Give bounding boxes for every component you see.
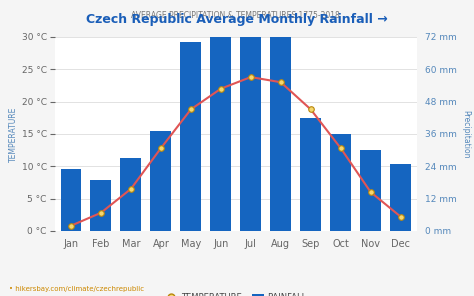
- Bar: [61, 169, 82, 231]
- Bar: [390, 164, 411, 231]
- Bar: [150, 131, 172, 231]
- Bar: [181, 42, 201, 231]
- Y-axis label: Precipitation: Precipitation: [461, 110, 470, 158]
- Text: Czech Republic Average Monthly Rainfall →: Czech Republic Average Monthly Rainfall …: [86, 13, 388, 26]
- Bar: [240, 7, 261, 231]
- Bar: [360, 150, 381, 231]
- Y-axis label: TEMPERATURE: TEMPERATURE: [9, 106, 18, 162]
- Text: • hikersbay.com/climate/czechrepublic: • hikersbay.com/climate/czechrepublic: [9, 286, 145, 292]
- Bar: [210, 15, 231, 231]
- Bar: [91, 180, 111, 231]
- Legend: TEMPERATURE, RAINFALL: TEMPERATURE, RAINFALL: [162, 289, 310, 296]
- Bar: [120, 158, 141, 231]
- Title: AVERAGE PRECIPITATION & TEMPERATURES 1775-2018: AVERAGE PRECIPITATION & TEMPERATURES 177…: [131, 11, 340, 20]
- Bar: [300, 118, 321, 231]
- Bar: [270, 32, 291, 231]
- Bar: [330, 134, 351, 231]
